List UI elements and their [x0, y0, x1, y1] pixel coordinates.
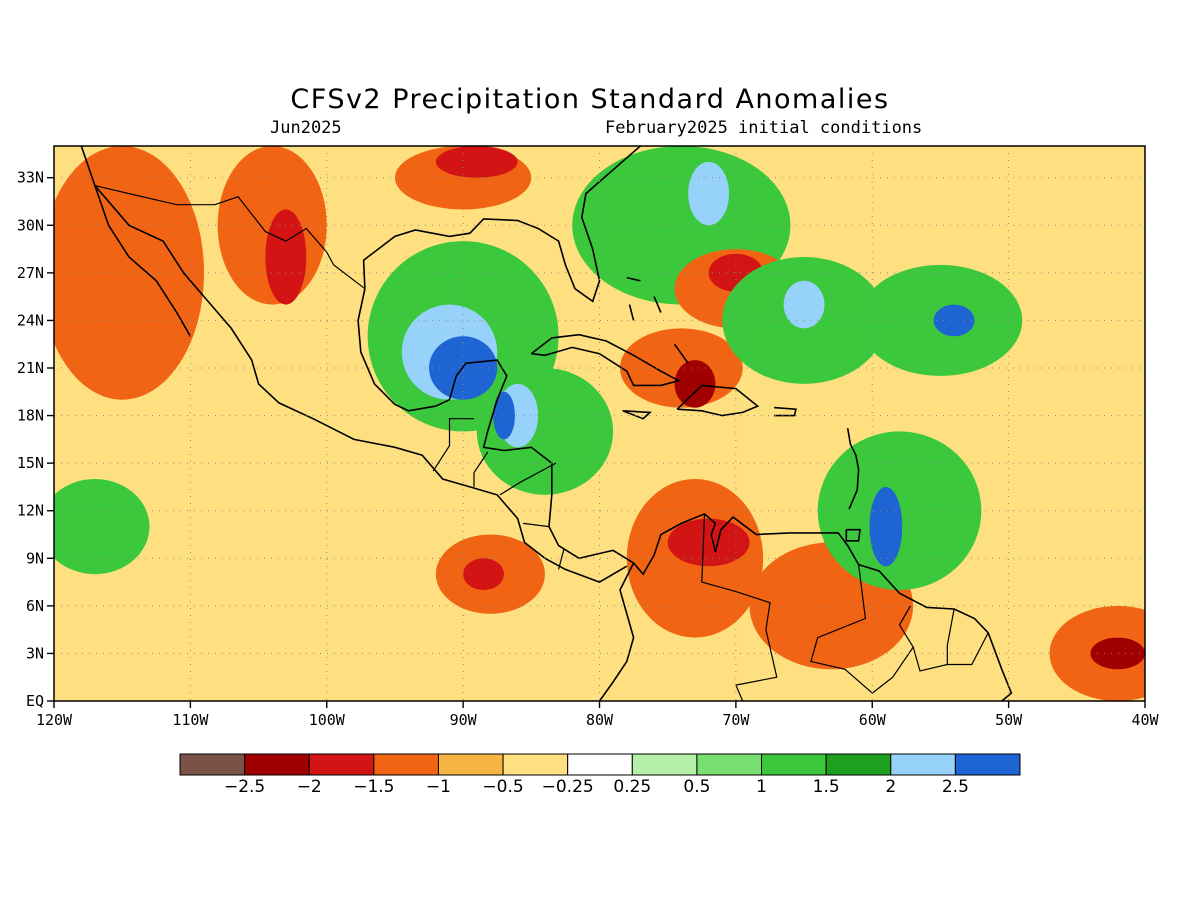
coastline: [774, 406, 797, 417]
x-tick-label: 40W: [1131, 711, 1159, 729]
coastline: [632, 512, 1013, 701]
y-tick-label: 18N: [17, 407, 44, 425]
anomaly-region: [463, 558, 505, 591]
colorbar-label: −1: [426, 777, 451, 797]
political-border: [499, 462, 557, 496]
colorbar-swatch: [954, 753, 1021, 776]
political-border: [810, 564, 914, 694]
coastline: [530, 333, 681, 387]
political-border: [947, 632, 989, 666]
map-title: CFSv2 Precipitation Standard Anomalies: [290, 84, 890, 115]
coastline: [626, 276, 641, 282]
anomaly-region: [667, 518, 750, 567]
initial-conditions-label: February2025 initial conditions: [605, 118, 923, 138]
anomaly-region: [933, 304, 975, 337]
colorbar-label: −2.5: [224, 777, 265, 797]
political-border: [94, 185, 366, 290]
colorbar-swatch: [437, 753, 504, 776]
colorbar-label: −0.5: [482, 777, 523, 797]
coastline: [673, 343, 689, 364]
colorbar-label: −0.25: [542, 777, 594, 797]
x-tick-label: 100W: [309, 711, 346, 729]
colorbar-swatch: [308, 753, 375, 776]
political-border: [523, 522, 550, 528]
anomaly-region: [54, 146, 204, 400]
colorbar-label: 1.5: [813, 777, 840, 797]
x-tick-label: 60W: [859, 711, 887, 729]
map-axes: 120W 110W 100W 90W 80W 70W 60W 50W 40W EQ 3N 6N 9N 12…: [17, 169, 1160, 729]
political-border: [473, 451, 489, 487]
colorbar-swatch: [696, 753, 763, 776]
anomaly-region: [1090, 637, 1145, 670]
colorbar-label: −2: [297, 777, 322, 797]
colorbar-label: 1: [756, 777, 767, 797]
colorbar-swatch: [825, 753, 892, 776]
anomaly-region: [783, 280, 825, 329]
anomaly-field: [54, 146, 1145, 701]
anomaly-region: [674, 360, 716, 408]
colorbar-label: 2: [885, 777, 896, 797]
anomaly-region: [869, 486, 903, 567]
colorbar-swatch: [244, 753, 310, 776]
coastline: [94, 185, 192, 337]
colorbar-swatch: [373, 753, 439, 776]
colorbar-swatch: [567, 753, 633, 776]
colorbar-swatch: [502, 753, 569, 776]
coastlines: [80, 146, 1013, 701]
x-tick-label: 70W: [722, 711, 750, 729]
coastline: [622, 410, 652, 420]
x-tick-label: 120W: [36, 711, 73, 729]
coastline: [80, 146, 628, 583]
y-tick-label: 27N: [17, 264, 44, 282]
coastline: [628, 304, 635, 321]
coastline: [357, 288, 635, 564]
y-tick-label: 24N: [17, 311, 44, 329]
colorbar-label: 2.5: [942, 777, 969, 797]
anomaly-region: [435, 146, 518, 178]
coastline: [845, 528, 861, 542]
valid-month-label: Jun2025: [270, 118, 342, 138]
colorbar-swatch: [179, 753, 246, 776]
y-tick-label: 21N: [17, 359, 44, 377]
y-tick-label: 30N: [17, 216, 44, 234]
y-tick-label: 6N: [26, 597, 44, 615]
coastline: [846, 428, 860, 510]
x-tick-label: 110W: [172, 711, 209, 729]
anomaly-region: [265, 209, 307, 305]
coastline: [362, 146, 641, 303]
colorbar-label: −1.5: [353, 777, 394, 797]
colorbar-swatch: [761, 753, 827, 776]
political-border: [701, 513, 778, 701]
colorbar-label: 0.5: [683, 777, 710, 797]
anomaly-region: [493, 391, 515, 440]
y-tick-label: 3N: [26, 644, 44, 662]
coastline: [598, 562, 635, 701]
y-tick-label: 15N: [17, 454, 44, 472]
anomaly-region: [54, 479, 150, 575]
colorbar-label: 0.25: [613, 777, 651, 797]
graticule: [54, 146, 1145, 701]
colorbar-swatch: [631, 753, 698, 776]
coastline: [653, 296, 662, 313]
y-tick-label: 9N: [26, 549, 44, 567]
y-tick-label: 12N: [17, 502, 44, 520]
x-tick-label: 90W: [450, 711, 478, 729]
coastline: [676, 384, 760, 417]
y-tick-label: 33N: [17, 169, 44, 187]
anomaly-region: [688, 161, 730, 226]
colorbar-swatch: [890, 753, 956, 776]
colorbar: −2.5 −2 −1.5 −1 −0.5 −0.25 0.25 0.5 1 1.5 2 2.5: [179, 753, 1021, 797]
y-tick-label: EQ: [26, 692, 44, 710]
x-tick-label: 80W: [586, 711, 614, 729]
political-border: [432, 418, 474, 472]
political-border: [558, 548, 565, 570]
x-tick-label: 50W: [995, 711, 1023, 729]
